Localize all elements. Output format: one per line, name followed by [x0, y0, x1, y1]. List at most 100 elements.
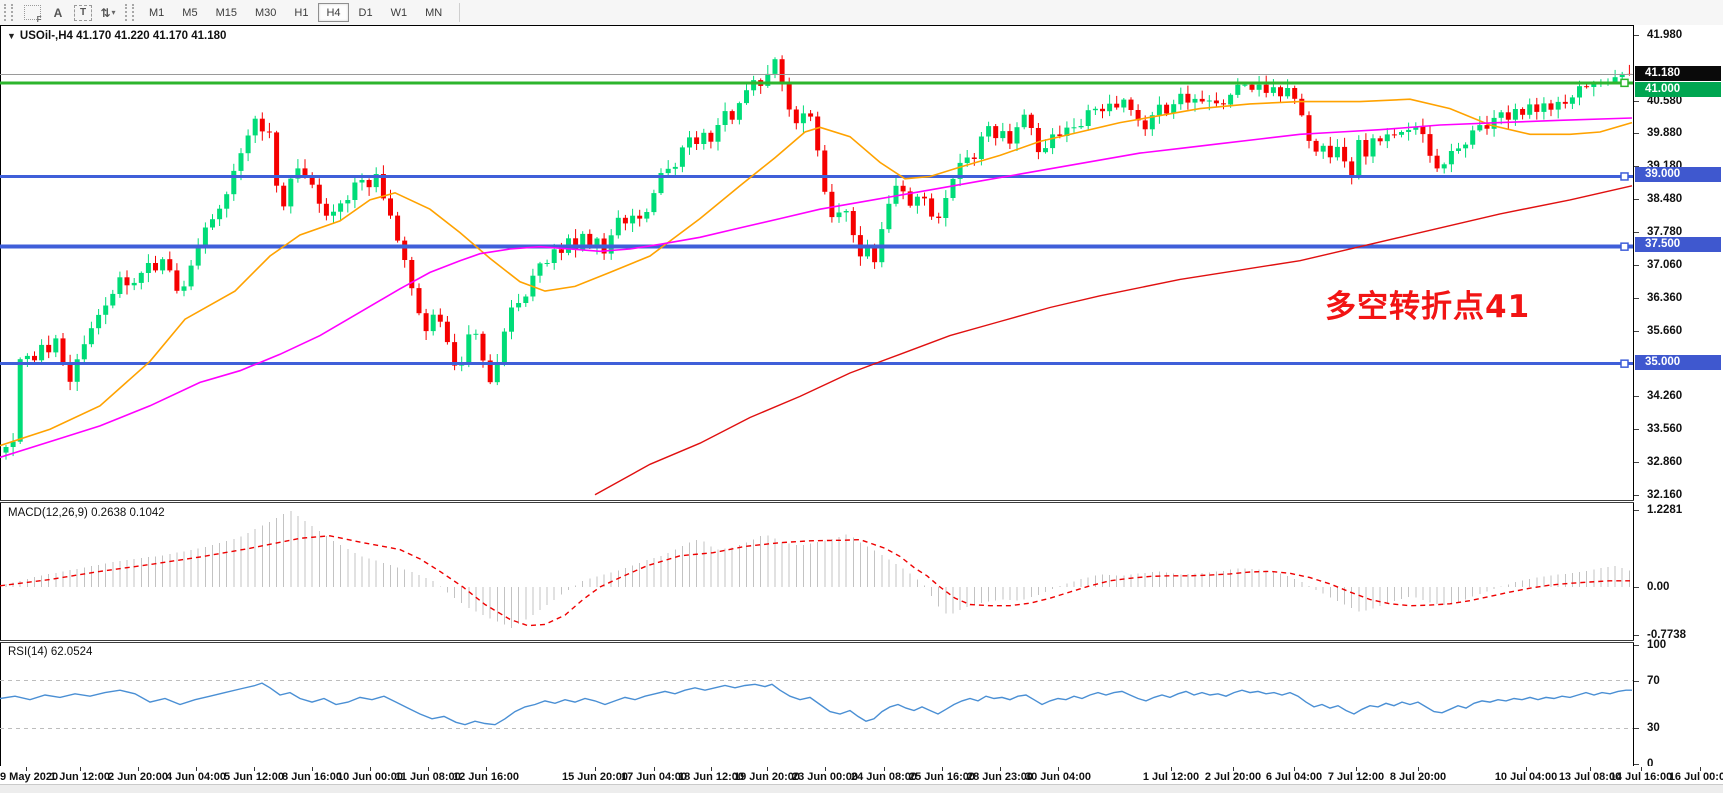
time-tick-label: 30 Jun 04:00 [1024, 771, 1092, 783]
time-tick-label: 17 Jun 04:00 [620, 771, 688, 783]
time-tick [370, 767, 371, 771]
time-tick-label: 28 Jun 23:00 [966, 771, 1034, 783]
time-tick [1233, 767, 1234, 771]
macd-tick [1634, 587, 1639, 588]
time-tick-label: 2 Jul 20:00 [1204, 771, 1262, 783]
time-tick [767, 767, 768, 771]
rsi-indicator-canvas[interactable] [0, 643, 1633, 766]
timeframe-button-m30[interactable]: M30 [254, 6, 277, 19]
macd-tick [1634, 635, 1639, 636]
price-tick [1634, 396, 1639, 397]
dropdown-caret-icon: ▾ [111, 8, 116, 17]
time-tick-label: 4 Jun 04:00 [166, 771, 226, 783]
time-tick [1058, 767, 1059, 771]
time-tick-label: 14 Jul 16:00 [1609, 771, 1673, 783]
time-tick-label: 15 Jun 20:00 [561, 771, 629, 783]
timeframe-button-mn[interactable]: MN [425, 6, 443, 19]
time-tick [138, 767, 139, 771]
chart-grid-icon[interactable]: F [22, 3, 42, 24]
price-tick [1634, 133, 1639, 134]
toolbar-grip[interactable] [4, 4, 13, 21]
price-box-39.000: 39.000 [1635, 167, 1721, 182]
rsi-tick-label: 0 [1647, 758, 1654, 770]
time-tick-label: 10 Jul 04:00 [1494, 771, 1558, 783]
price-tick-label: 40.580 [1647, 95, 1683, 107]
text-label-icon[interactable]: T [74, 4, 92, 21]
time-tick [1526, 767, 1527, 771]
chart-left-border [0, 25, 1, 766]
time-tick-label: 23 Jun 00:00 [791, 771, 859, 783]
panel-separator-rsi[interactable] [0, 640, 1723, 643]
time-tick-label: 2 Jun 20:00 [108, 771, 168, 783]
chart-symbol-title[interactable]: ▼ USOil-,H4 41.170 41.220 41.170 41.180 [7, 30, 227, 42]
time-tick [80, 767, 81, 771]
rsi-tick [1634, 728, 1639, 729]
time-tick [26, 767, 27, 771]
time-tick [254, 767, 255, 771]
rsi-label: RSI(14) 62.0524 [8, 646, 93, 658]
time-tick-label: 13 Jul 08:00 [1558, 771, 1622, 783]
chart-annotation-text[interactable]: 多空转折点41 [1325, 289, 1531, 325]
price-box-41.000: 41.000 [1635, 82, 1721, 97]
time-tick-label: 16 Jul 00:00 [1668, 771, 1723, 783]
price-tick [1634, 232, 1639, 233]
timeframe-button-h4[interactable]: H4 [318, 3, 349, 22]
timeframe-button-m1[interactable]: M1 [149, 6, 165, 19]
chart-top-border [0, 25, 1723, 26]
timeframe-button-h1[interactable]: H1 [294, 6, 309, 19]
candlestick-chart-canvas[interactable] [0, 26, 1633, 500]
price-tick-label: 35.660 [1647, 325, 1683, 337]
time-tick-label: 25 Jun 16:00 [908, 771, 976, 783]
price-tick-label: 36.360 [1647, 292, 1683, 304]
time-tick [1000, 767, 1001, 771]
price-tick [1634, 298, 1639, 299]
price-tick [1634, 331, 1639, 332]
rsi-tick-label: 30 [1647, 722, 1660, 734]
time-tick-label: 1 Jun 12:00 [50, 771, 110, 783]
time-tick [1418, 767, 1419, 771]
price-tick [1634, 35, 1639, 36]
timeframe-button-m5[interactable]: M5 [182, 6, 198, 19]
price-tick-label: 41.980 [1647, 29, 1683, 41]
price-tick [1634, 495, 1639, 496]
time-tick-label: 11 Jun 08:00 [395, 771, 461, 783]
price-tick [1634, 462, 1639, 463]
bottom-strip [0, 784, 1723, 793]
time-axis[interactable]: 29 May 2020 1 Jun 12:00 2 Jun 20:00 4 Jun 0… [0, 766, 1723, 784]
macd-tick-label: 0.00 [1647, 581, 1670, 593]
time-tick-label: 1 Jul 12:00 [1142, 771, 1200, 783]
price-axis[interactable]: 41.980 40.580 39.880 39.180 38.480 37.780 37.0… [1634, 25, 1723, 770]
time-tick-label: 18 Jun 12:00 [677, 771, 745, 783]
time-tick-label: 29 May 2020 [0, 771, 59, 783]
time-tick [1590, 767, 1591, 771]
time-tick [711, 767, 712, 771]
timeframe-button-w1[interactable]: W1 [390, 6, 408, 19]
time-tick [942, 767, 943, 771]
timeframe-toolbar-grip[interactable] [125, 4, 134, 21]
price-tick-label: 32.160 [1647, 489, 1683, 501]
time-tick-label: 24 Jun 08:00 [850, 771, 918, 783]
price-tick-label: 33.560 [1647, 423, 1683, 435]
macd-indicator-canvas[interactable] [0, 503, 1633, 640]
time-tick-label: 5 Jun 12:00 [224, 771, 284, 783]
price-box-37.500: 37.500 [1635, 237, 1721, 252]
macd-tick [1634, 510, 1639, 511]
toolbar-separator [459, 3, 461, 22]
macd-tick-label: 1.2281 [1647, 504, 1683, 516]
price-tick-label: 37.780 [1647, 226, 1683, 238]
time-tick [1171, 767, 1172, 771]
price-tick [1634, 166, 1639, 167]
timeframe-button-m15[interactable]: M15 [215, 6, 237, 19]
price-box-35.000: 35.000 [1635, 355, 1721, 370]
time-tick-label: 8 Jun 16:00 [282, 771, 342, 783]
timeframe-button-d1[interactable]: D1 [358, 6, 373, 19]
font-a-icon[interactable]: A [53, 5, 63, 20]
price-tick [1634, 265, 1639, 266]
price-tick [1634, 429, 1639, 430]
arrows-icon[interactable]: ⇅ ▾ [98, 3, 118, 22]
collapse-arrow-icon[interactable]: ▼ [7, 31, 16, 41]
price-tick-label: 32.860 [1647, 456, 1683, 468]
panel-separator-macd[interactable] [0, 500, 1723, 503]
time-tick [654, 767, 655, 771]
